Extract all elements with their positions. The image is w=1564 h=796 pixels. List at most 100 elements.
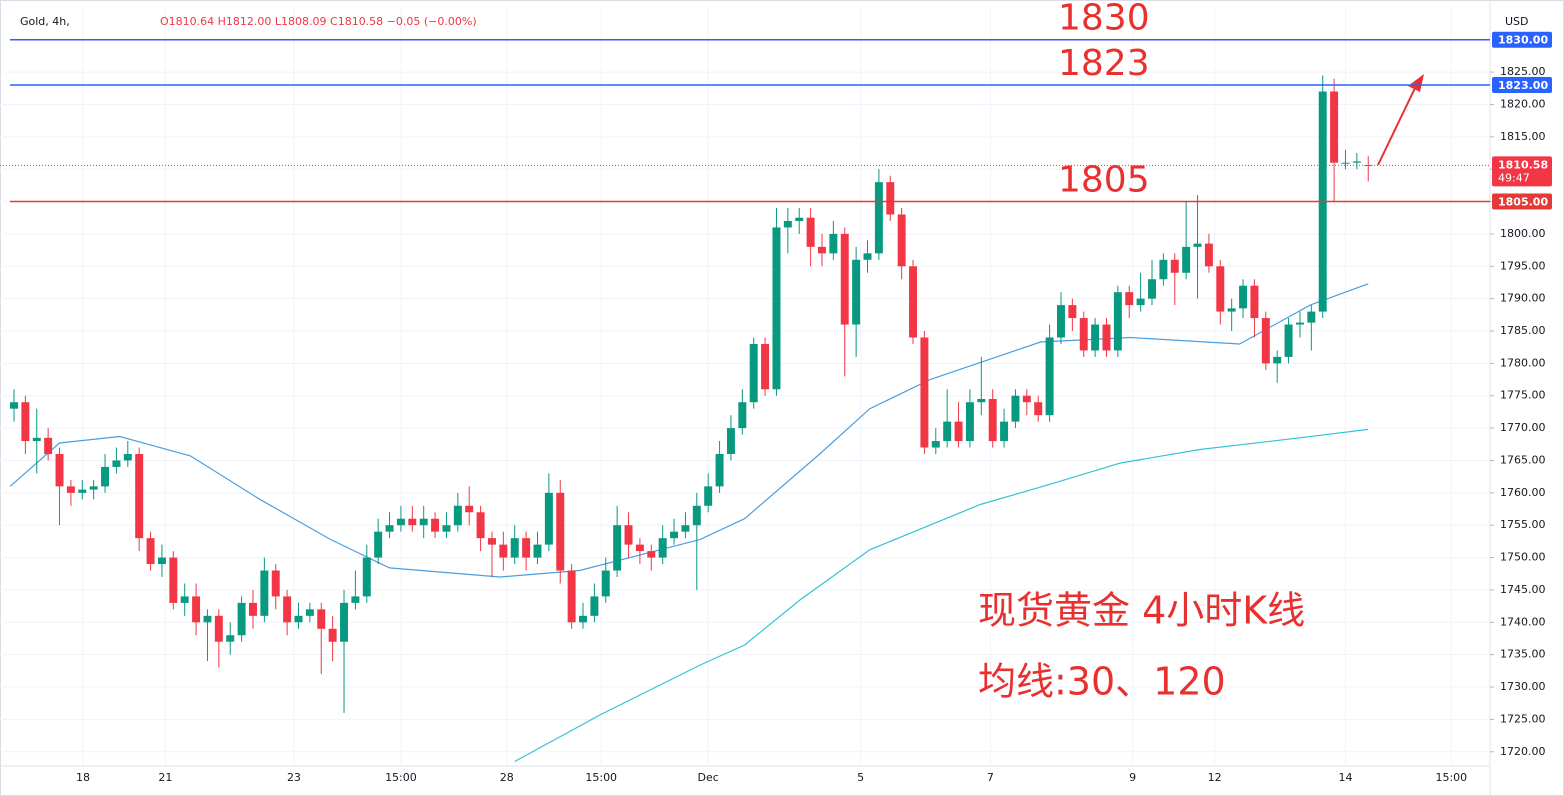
candle-body <box>556 492 565 571</box>
candle-body <box>988 398 997 442</box>
candle-body <box>533 544 542 558</box>
candle-body <box>635 544 644 552</box>
candle-body <box>943 421 952 442</box>
candle-body <box>670 531 679 539</box>
y-tick-label: 1795.00 <box>1500 259 1546 272</box>
candle-body <box>271 570 280 597</box>
plot <box>0 8 1490 766</box>
candle-body <box>783 220 792 228</box>
candle-body <box>419 518 428 526</box>
candle-body <box>795 217 804 221</box>
candle-body <box>1056 305 1065 338</box>
candle-body <box>1227 308 1236 312</box>
candle-body <box>1170 259 1179 273</box>
candle-body <box>920 337 929 448</box>
candle-body <box>1068 305 1077 319</box>
x-tick-label: 28 <box>500 771 514 784</box>
candle-body <box>78 489 87 493</box>
x-tick-label: 14 <box>1338 771 1352 784</box>
candle-body <box>624 525 633 545</box>
candle-body <box>601 570 610 597</box>
candle-body <box>1193 243 1202 247</box>
candle-body <box>1102 324 1111 351</box>
symbol: Gold, 4h, <box>20 15 70 28</box>
y-tick-label: 1765.00 <box>1500 453 1546 466</box>
x-tick-label: 12 <box>1208 771 1222 784</box>
x-tick-label: 15:00 <box>585 771 617 784</box>
candle-body <box>738 402 747 429</box>
candle-body <box>317 609 326 629</box>
candle-body <box>1204 243 1213 267</box>
y-tick-label: 1760.00 <box>1500 486 1546 499</box>
x-tick-label: 18 <box>76 771 90 784</box>
candle-body <box>374 531 383 558</box>
candle-body <box>965 402 974 442</box>
candle-body <box>1284 324 1293 357</box>
candle-body <box>453 505 462 526</box>
candle-body <box>613 525 622 571</box>
candle-body <box>1273 356 1282 364</box>
arrow <box>1377 74 1424 166</box>
x-tick-label: 9 <box>1129 771 1136 784</box>
candle-body <box>362 557 371 597</box>
candle-body <box>1079 318 1088 351</box>
candle-body <box>146 538 155 565</box>
y-tick-label: 1770.00 <box>1500 421 1546 434</box>
candle-body <box>237 602 246 636</box>
y-tick-label: 1825.00 <box>1500 65 1546 78</box>
candle-body <box>818 246 826 254</box>
candle-body <box>590 596 599 616</box>
arrow-shaft <box>1377 85 1417 166</box>
last-price-label: 1810.58 <box>1498 158 1548 171</box>
moving-average <box>514 428 1369 763</box>
y-tick-label: 1740.00 <box>1500 615 1546 628</box>
candle-body <box>135 453 144 539</box>
candle-body <box>1148 279 1156 299</box>
y-tick-label: 1725.00 <box>1500 712 1546 725</box>
candle-body <box>351 596 360 603</box>
candle-body <box>579 615 587 623</box>
y-tick-label: 1800.00 <box>1500 227 1546 240</box>
candle-body <box>214 615 223 642</box>
candle-body <box>1000 421 1009 442</box>
candle-body <box>1239 285 1248 309</box>
caption: 现货黄金 4小时K线 <box>978 589 1305 633</box>
level-label-box <box>1492 77 1552 94</box>
y-tick-label: 1730.00 <box>1500 680 1546 693</box>
x-tick-label: 15:00 <box>385 771 417 784</box>
candle-body <box>806 217 815 247</box>
x-tick-label: Dec <box>698 771 719 784</box>
candle-body <box>21 402 30 442</box>
candle-body <box>248 602 257 616</box>
y-tick-label: 1815.00 <box>1500 130 1546 143</box>
candle-body <box>157 557 166 565</box>
y-tick-label: 1755.00 <box>1500 518 1546 531</box>
candle-body <box>772 227 781 390</box>
candle-body <box>192 596 201 623</box>
candle-body <box>681 525 690 532</box>
candle-body <box>123 453 132 461</box>
y-tick-label: 1775.00 <box>1500 389 1546 402</box>
candle-body <box>385 525 394 532</box>
y-tick-label: 1735.00 <box>1500 648 1546 661</box>
candle-body <box>726 428 735 454</box>
candle-body <box>476 512 485 539</box>
candle-body <box>283 596 292 623</box>
candle-body <box>328 628 337 642</box>
candle-body <box>1136 298 1145 306</box>
countdown: 49:47 <box>1498 171 1530 184</box>
caption: 均线:30、120 <box>978 660 1226 704</box>
x-tick-label: 23 <box>287 771 301 784</box>
currency: USD <box>1505 15 1529 28</box>
ohlc: O1810.64 H1812.00 L1808.09 C1810.58 −0.0… <box>160 15 477 28</box>
candle-body <box>431 518 440 532</box>
candle-body <box>499 544 508 558</box>
candle-body <box>1330 91 1339 163</box>
y-tick-label: 1820.00 <box>1500 97 1546 110</box>
candle-body <box>829 233 838 254</box>
y-tick-label: 1790.00 <box>1500 292 1546 305</box>
level-label: 1823.00 <box>1498 79 1548 92</box>
